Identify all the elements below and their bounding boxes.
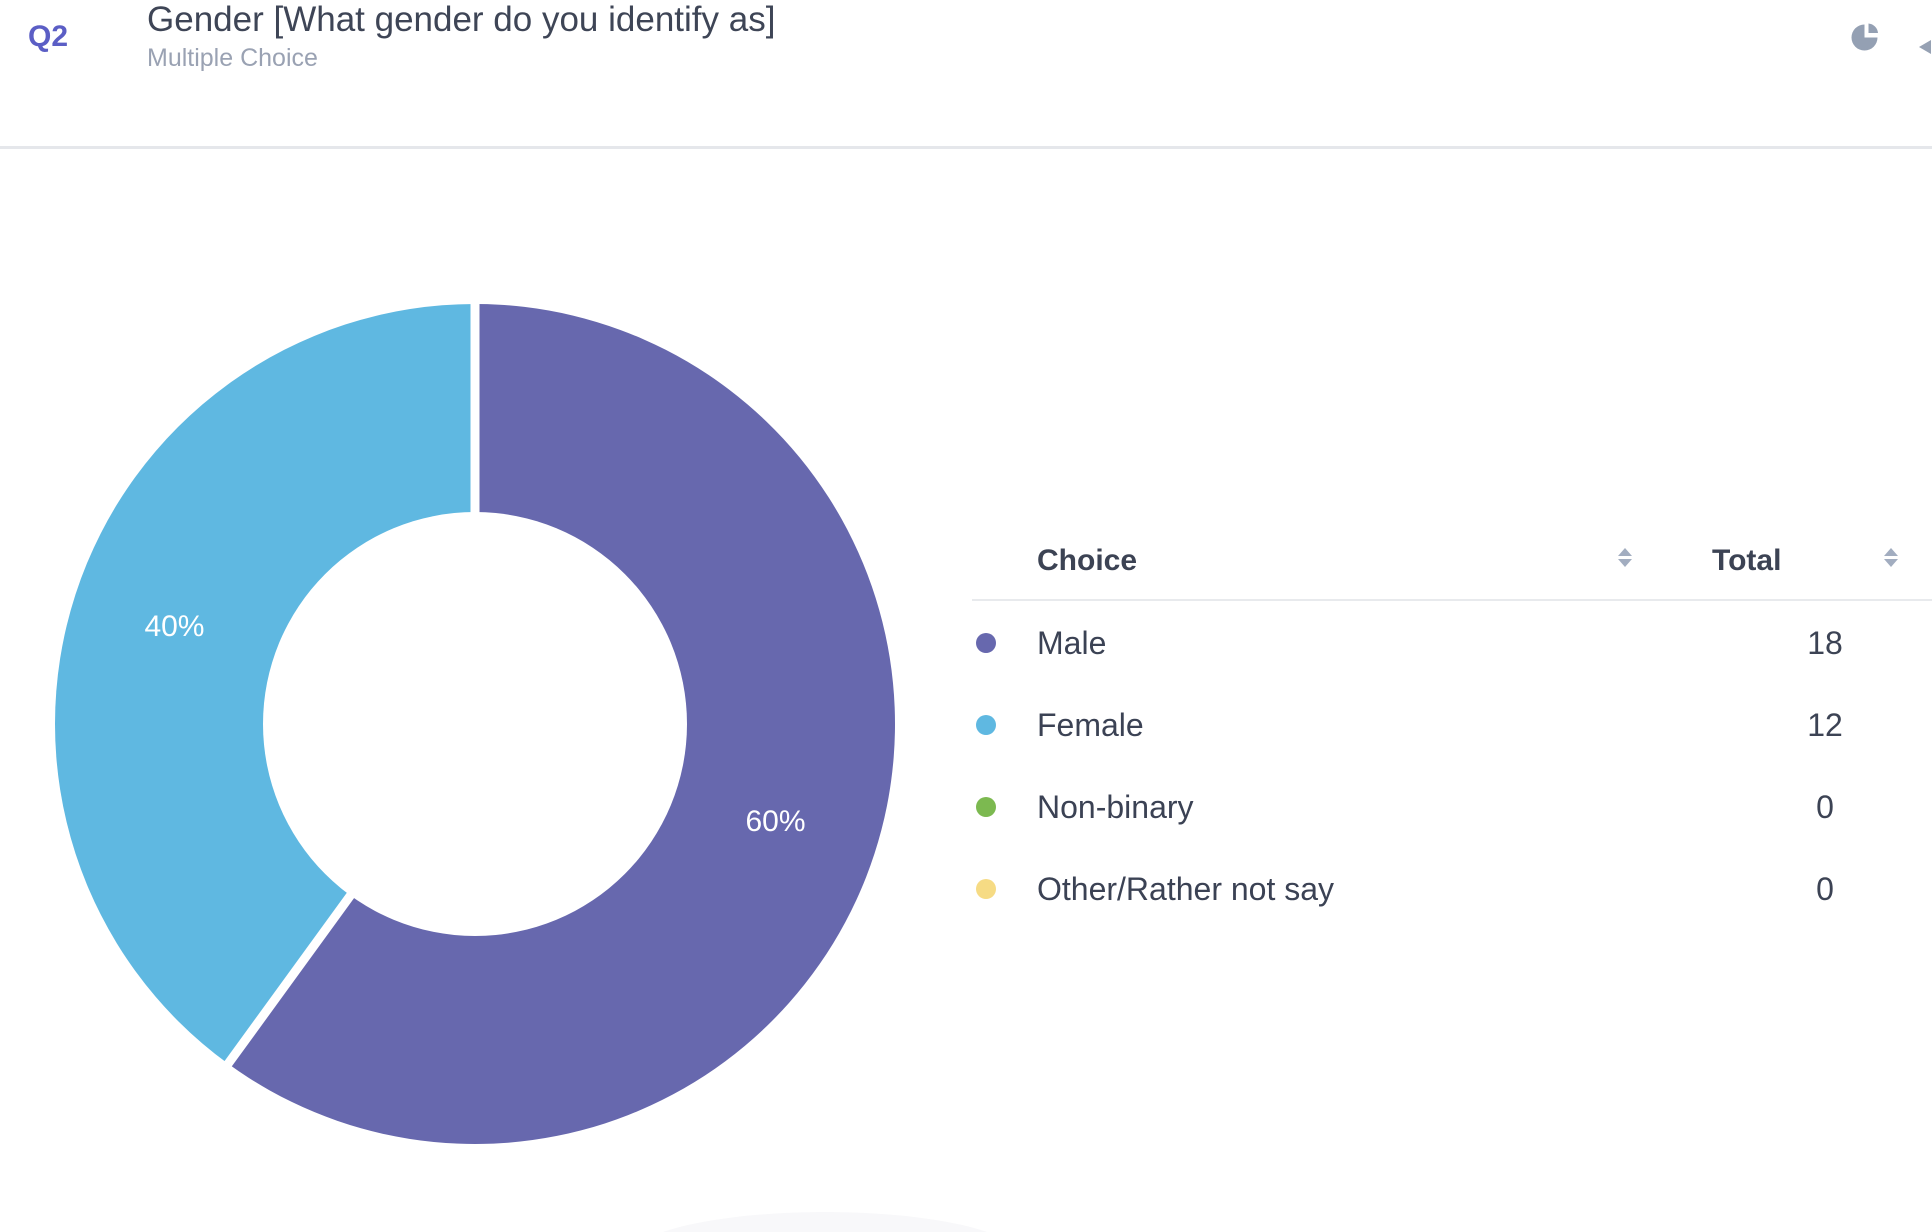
gender-donut-chart: 60% 40% <box>55 302 896 1144</box>
donut-percent-label: 60% <box>746 805 806 838</box>
table-row: Non-binary 0 <box>966 789 1932 825</box>
table-row: Other/Rather not say 0 <box>966 871 1932 907</box>
clipped-icon[interactable] <box>1919 40 1931 54</box>
legend-dot <box>976 879 996 899</box>
donut-segment-female[interactable] <box>55 304 475 1064</box>
total-value: 0 <box>1816 789 1834 825</box>
bottom-edge-clipped-element <box>630 1212 1020 1232</box>
column-header-total[interactable]: Total <box>1712 544 1782 577</box>
choice-label: Female <box>1037 707 1144 743</box>
sort-up-icon <box>1618 548 1632 556</box>
sort-arrows-icon[interactable] <box>1884 548 1898 570</box>
donut-percent-label: 40% <box>144 610 204 643</box>
donut-hole <box>263 512 687 936</box>
pie-chart-icon-glyph <box>1851 23 1878 51</box>
table-header-divider <box>972 599 1932 601</box>
question-type-label: Multiple Choice <box>147 44 318 72</box>
sort-arrows-icon[interactable] <box>1618 548 1632 570</box>
choice-label: Male <box>1037 625 1107 661</box>
total-value: 0 <box>1816 871 1834 907</box>
table-row: Male 18 <box>966 625 1932 661</box>
legend-dot <box>976 633 996 653</box>
question-number: Q2 <box>28 20 69 53</box>
total-value: 18 <box>1807 625 1843 661</box>
column-header-choice[interactable]: Choice <box>1037 544 1138 577</box>
header-divider <box>0 146 1932 149</box>
sort-down-icon <box>1884 559 1898 567</box>
sort-up-icon <box>1884 548 1898 556</box>
legend-dot <box>976 797 996 817</box>
table-row: Female 12 <box>966 707 1932 743</box>
sort-down-icon <box>1618 559 1632 567</box>
legend-dot <box>976 715 996 735</box>
total-value: 12 <box>1807 707 1843 743</box>
choice-label: Non-binary <box>1037 789 1194 825</box>
question-title: Gender [What gender do you identify as] <box>147 0 776 39</box>
choice-label: Other/Rather not say <box>1037 871 1335 907</box>
pie-chart-icon[interactable] <box>1846 16 1886 56</box>
